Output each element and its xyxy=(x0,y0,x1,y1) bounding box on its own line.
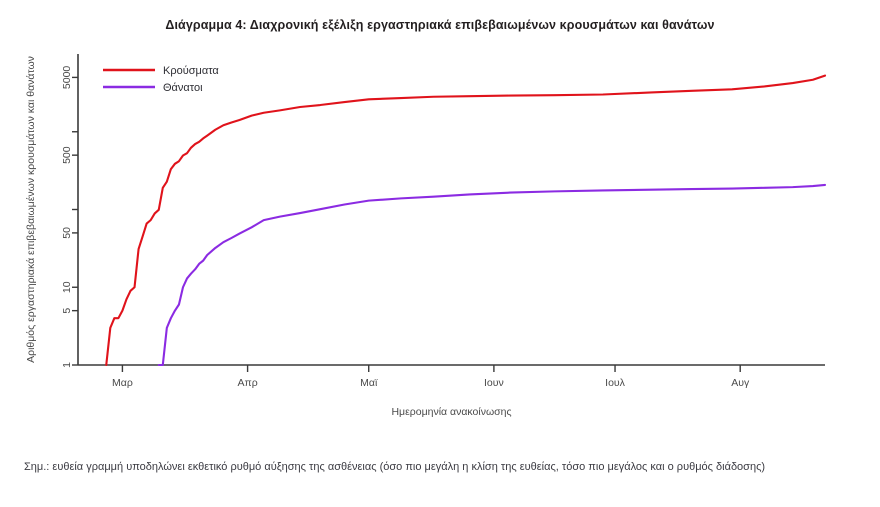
y-tick-label: 500 xyxy=(61,146,73,164)
series-line-cases xyxy=(105,74,827,367)
chart-canvas: 1 5 10 50 500 5000 Μαρ Απρ Μαϊ Ιουν Ιουλ Αυγ Κρούσ… xyxy=(25,54,827,418)
chart-legend[interactable]: Κρούσματα Θάνατοι xyxy=(103,65,219,94)
chart-figure: 1 5 10 50 500 5000 Μαρ Απρ Μαϊ Ιουν Ιουλ Αυγ Κρούσ… xyxy=(0,34,880,434)
y-tick-label: 10 xyxy=(61,281,73,293)
x-axis: Μαρ Απρ Μαϊ Ιουν Ιουλ Αυγ xyxy=(78,364,825,389)
chart-series xyxy=(105,74,827,367)
x-tick-label: Απρ xyxy=(237,377,257,389)
x-axis-title: Ημερομηνία ανακοίνωσης xyxy=(391,406,511,418)
y-tick-label: 1 xyxy=(61,362,73,368)
y-tick-label: 50 xyxy=(61,227,73,239)
legend-label: Θάνατοι xyxy=(163,82,203,94)
x-tick-label: Αυγ xyxy=(731,377,750,389)
y-axis: 1 5 10 50 500 5000 xyxy=(61,54,79,368)
series-line-deaths xyxy=(157,183,827,367)
x-tick-label: Ιουν xyxy=(484,377,504,389)
y-tick-label: 5 xyxy=(61,308,73,314)
axis-titles: Ημερομηνία ανακοίνωσης Αριθμός εργαστηρια… xyxy=(25,56,512,418)
x-tick-label: Μαϊ xyxy=(360,377,378,389)
y-axis-title: Αριθμός εργαστηριακά επιβεβαιωμένων κρου… xyxy=(25,56,37,363)
x-tick-label: Ιουλ xyxy=(605,377,625,389)
figure-note: Σημ.: ευθεία γραμμή υποδηλώνει εκθετικό … xyxy=(24,461,766,473)
page-title: Διάγραμμα 4: Διαχρονική εξέλιξη εργαστηρ… xyxy=(165,18,715,32)
y-tick-label: 5000 xyxy=(61,66,73,90)
legend-label: Κρούσματα xyxy=(163,65,219,77)
x-tick-label: Μαρ xyxy=(112,377,133,389)
